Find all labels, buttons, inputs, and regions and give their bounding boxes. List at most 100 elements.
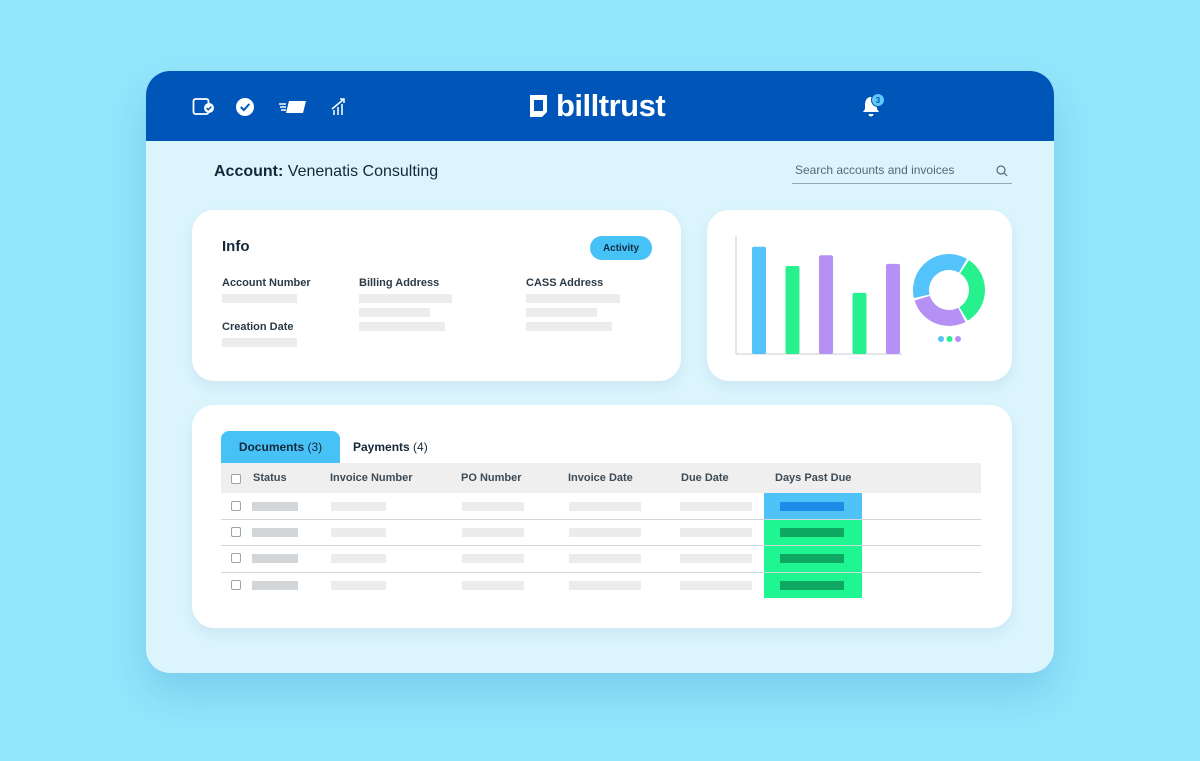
tab-payments-label: Payments: [353, 440, 410, 454]
column-header-status[interactable]: Status: [253, 472, 287, 484]
account-label: Account:: [214, 163, 284, 180]
table-row[interactable]: [192, 519, 1012, 546]
invoice-check-icon[interactable]: [192, 97, 216, 117]
donut-slice-2: [959, 260, 985, 321]
column-header-invoice-date[interactable]: Invoice Date: [568, 472, 633, 484]
bar-chart: [752, 246, 900, 354]
row-checkbox[interactable]: [231, 579, 241, 590]
legend-dot-1: [938, 336, 944, 342]
tab-payments[interactable]: Payments (4): [353, 431, 428, 463]
cass-address-line: [526, 294, 620, 303]
table-cell: [569, 528, 641, 538]
table-cell: [569, 502, 641, 511]
donut-slice-3: [914, 295, 966, 326]
bar-5: [886, 263, 900, 354]
billtrust-logo-mark-icon: [530, 95, 547, 117]
account-heading: Account: Venenatis Consulting: [214, 163, 438, 181]
donut-chart: [913, 254, 985, 326]
table-cell: [680, 502, 752, 511]
documents-card: Documents (3) Payments (4) Status Invoic…: [192, 405, 1012, 628]
search-icon[interactable]: [996, 165, 1008, 177]
column-header-days-past-due[interactable]: Days Past Due: [775, 472, 852, 484]
info-title: Info: [222, 238, 250, 255]
table-cell: [680, 580, 752, 590]
account-number-label: Account Number: [222, 277, 311, 289]
table-cell: [569, 554, 641, 564]
bar-3: [819, 255, 833, 354]
account-name: Venenatis Consulting: [287, 163, 439, 180]
days-past-due-cell: [764, 545, 862, 573]
table-cell: [252, 502, 298, 511]
table-row[interactable]: [192, 493, 1012, 520]
column-header-invoice-number[interactable]: Invoice Number: [330, 472, 413, 484]
search-input[interactable]: Search accounts and invoices: [792, 159, 1012, 184]
account-charts: [735, 236, 985, 355]
cass-address-line: [526, 308, 597, 317]
column-header-po-number[interactable]: PO Number: [461, 472, 522, 484]
analytics-icon[interactable]: [330, 97, 354, 117]
table-cell: [462, 528, 524, 538]
account-number-value: [222, 294, 297, 303]
column-header-due-date[interactable]: Due Date: [681, 472, 729, 484]
table-cell: [331, 554, 386, 564]
cass-address-line: [526, 322, 612, 331]
billtrust-logo: billtrust: [526, 88, 666, 123]
tab-documents-label: Documents: [238, 440, 305, 454]
tab-payments-count: (4): [413, 440, 428, 454]
bar-1: [752, 246, 766, 354]
billing-address-line: [359, 322, 445, 331]
row-checkbox[interactable]: [231, 527, 241, 538]
info-card: Info Activity Account Number Billing Add…: [192, 210, 681, 381]
select-all-checkbox[interactable]: [231, 474, 241, 484]
creation-date-label: Creation Date: [222, 321, 294, 333]
chart-card: [707, 210, 1012, 381]
days-past-due-cell: [764, 519, 862, 546]
billing-address-label: Billing Address: [359, 277, 440, 289]
days-past-due-cell: [764, 571, 862, 599]
donut-legend: [938, 336, 961, 342]
billing-address-line: [359, 308, 430, 317]
notification-count-badge: 3: [871, 93, 885, 107]
tab-documents[interactable]: Documents (3): [221, 431, 340, 463]
table-cell: [331, 580, 386, 590]
creation-date-value: [222, 338, 297, 347]
table-cell: [680, 554, 752, 564]
table-cell: [252, 554, 298, 564]
legend-dot-2: [946, 336, 953, 342]
bar-4: [852, 292, 867, 354]
row-divider: [221, 545, 981, 547]
table-cell: [331, 528, 386, 538]
table-cell: [569, 580, 641, 590]
table-cell: [462, 554, 524, 564]
cass-address-label: CASS Address: [526, 277, 604, 289]
table-cell: [331, 502, 386, 511]
table-cell: [462, 580, 524, 590]
brand-name: billtrust: [556, 88, 666, 123]
row-divider: [221, 571, 981, 573]
top-navigation-bar: billtrust 3: [146, 71, 1054, 141]
days-past-due-bar: [780, 554, 844, 564]
days-past-due-cell: [764, 493, 862, 520]
table-row[interactable]: [192, 545, 1012, 573]
table-cell: [252, 528, 298, 538]
bar-2: [785, 266, 800, 354]
table-header: Status Invoice Number PO Number Invoice …: [221, 463, 981, 493]
days-past-due-bar: [780, 580, 844, 590]
table-row[interactable]: [192, 571, 1012, 599]
activity-button[interactable]: Activity: [590, 236, 652, 260]
table-cell: [680, 528, 752, 538]
donut-slice-1: [913, 254, 967, 299]
days-past-due-bar: [780, 528, 844, 538]
fast-payment-icon[interactable]: [278, 97, 308, 117]
row-checkbox[interactable]: [231, 501, 241, 511]
days-past-due-bar: [780, 502, 844, 511]
billing-address-line: [359, 294, 452, 303]
table-cell: [462, 502, 524, 511]
checkmark-circle-icon[interactable]: [234, 97, 258, 117]
tab-documents-count: (3): [307, 440, 323, 454]
app-window: billtrust 3 Account: Venenatis Consultin…: [146, 71, 1054, 673]
row-divider: [221, 519, 981, 521]
row-checkbox[interactable]: [231, 553, 241, 564]
legend-dot-3: [955, 336, 961, 342]
search-placeholder: Search accounts and invoices: [795, 163, 955, 177]
